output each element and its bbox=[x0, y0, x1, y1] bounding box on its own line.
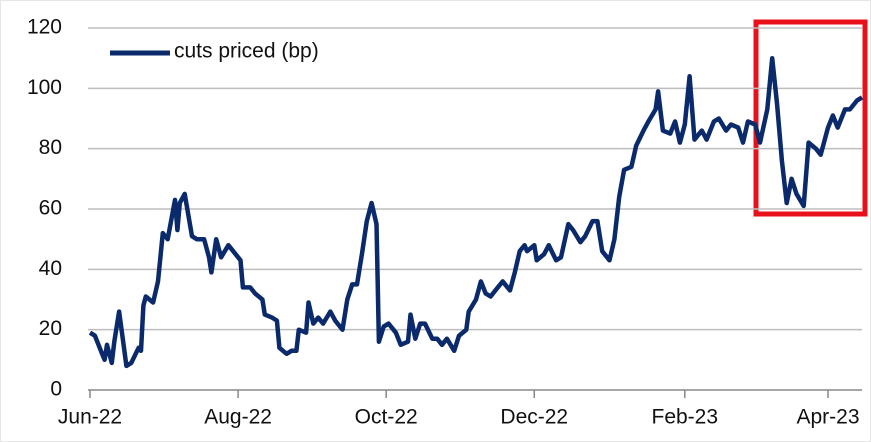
y-tick-label: 20 bbox=[39, 317, 62, 340]
data-line bbox=[88, 55, 864, 369]
y-tick-label: 60 bbox=[39, 197, 62, 220]
y-tick-label: 40 bbox=[39, 257, 62, 280]
x-tick-label: Aug-22 bbox=[204, 406, 272, 429]
y-tick-label: 80 bbox=[39, 136, 62, 159]
x-tick-label: Dec-22 bbox=[500, 406, 568, 429]
legend: cuts priced (bp) bbox=[110, 40, 319, 63]
x-tick-label: Feb-23 bbox=[652, 406, 719, 429]
x-tick-label: Jun-22 bbox=[58, 406, 122, 429]
highlight-box bbox=[753, 19, 868, 217]
legend-label: cuts priced (bp) bbox=[174, 40, 319, 63]
y-tick-label: 100 bbox=[27, 76, 62, 99]
y-tick-label: 0 bbox=[50, 378, 62, 401]
y-tick-label: 120 bbox=[27, 16, 62, 39]
x-tick-label: Apr-23 bbox=[796, 406, 859, 429]
x-tick-label: Oct-22 bbox=[355, 406, 418, 429]
